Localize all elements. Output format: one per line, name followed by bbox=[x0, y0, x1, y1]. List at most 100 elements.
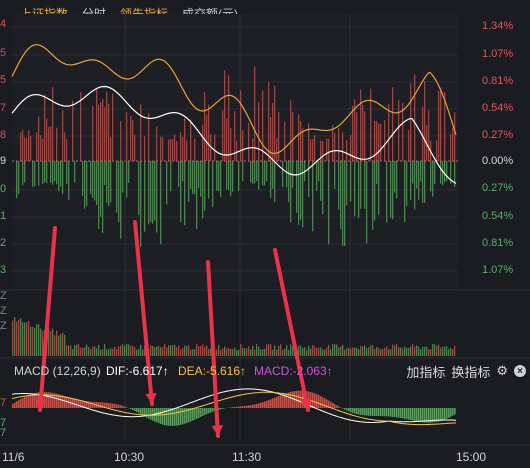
macd-up-bar bbox=[334, 404, 336, 408]
macd-up-bar bbox=[278, 396, 280, 408]
macd-title[interactable]: MACD (12,26,9) bbox=[14, 364, 101, 378]
annotation-arrows bbox=[35, 220, 312, 438]
macd-up-bar bbox=[272, 398, 274, 408]
down-bar bbox=[228, 161, 230, 190]
macd-down-bar bbox=[348, 408, 350, 412]
up-bar bbox=[388, 103, 390, 161]
macd-up-bar bbox=[52, 392, 54, 408]
macd-down-bar bbox=[452, 408, 454, 416]
time-axis-label: 15:00 bbox=[456, 450, 487, 464]
up-bar bbox=[184, 118, 186, 161]
macd-down-bar bbox=[442, 408, 444, 421]
down-bar bbox=[32, 161, 34, 187]
volume-bar bbox=[436, 345, 438, 356]
down-bar bbox=[282, 161, 284, 188]
volume-bar bbox=[178, 345, 180, 356]
macd-down-bar bbox=[430, 408, 432, 423]
volume-bar bbox=[420, 349, 422, 356]
close-icon[interactable]: × bbox=[514, 365, 526, 377]
volume-bar bbox=[156, 346, 158, 356]
up-bar bbox=[42, 138, 44, 161]
volume-bar bbox=[408, 347, 410, 356]
dif-line bbox=[11, 388, 457, 423]
up-bar bbox=[72, 100, 74, 161]
macd-up-bar bbox=[32, 393, 34, 408]
volume-bar bbox=[306, 349, 308, 356]
down-bar bbox=[188, 161, 190, 202]
down-bar bbox=[166, 161, 168, 205]
volume-bar bbox=[204, 346, 206, 356]
macd-down-bar bbox=[450, 408, 452, 417]
volume-bar bbox=[102, 349, 104, 356]
up-bar bbox=[50, 125, 52, 161]
down-bar bbox=[256, 161, 258, 182]
volume-bar bbox=[168, 345, 170, 356]
gear-icon[interactable]: ⚙ bbox=[496, 363, 508, 378]
time-axis-label: 11:30 bbox=[232, 450, 262, 464]
macd-up-bar bbox=[102, 402, 104, 408]
up-bar bbox=[40, 135, 42, 161]
volume-bar bbox=[116, 348, 118, 356]
volume-bar bbox=[32, 326, 34, 356]
down-bar bbox=[82, 161, 84, 196]
volume-bar bbox=[22, 322, 24, 356]
macd-down-bar bbox=[212, 408, 214, 412]
volume-bar bbox=[432, 344, 434, 356]
up-bar bbox=[222, 110, 224, 161]
volume-bar bbox=[316, 347, 318, 356]
down-bar bbox=[208, 161, 210, 199]
macd-up-bar bbox=[104, 402, 106, 408]
down-bar bbox=[194, 161, 196, 195]
volume-bar bbox=[60, 334, 62, 356]
volume-bar bbox=[118, 346, 120, 356]
down-bar bbox=[178, 161, 180, 188]
annotation-arrow-head bbox=[145, 392, 157, 404]
down-bar bbox=[100, 161, 102, 217]
up-bar bbox=[162, 137, 164, 161]
left-axis-label: 3 bbox=[0, 264, 7, 276]
macd-down-bar bbox=[408, 408, 410, 420]
down-bar bbox=[312, 161, 314, 232]
macd-down-bar bbox=[434, 408, 436, 423]
volume-bar bbox=[50, 330, 52, 356]
macd-up-bar bbox=[112, 403, 114, 408]
down-bar bbox=[144, 161, 146, 232]
dea-label: DEA:-5.616 bbox=[178, 364, 241, 378]
up-bar bbox=[270, 116, 272, 161]
volume-bar bbox=[454, 345, 456, 356]
macd-axis-label: 7 bbox=[0, 417, 7, 429]
up-bar bbox=[66, 139, 68, 161]
macd-up-bar bbox=[56, 393, 58, 408]
up-bar bbox=[454, 111, 456, 161]
volume-bar bbox=[208, 348, 210, 356]
macd-down-bar bbox=[426, 408, 428, 423]
switch-indicator-button[interactable]: 换指标 bbox=[451, 364, 491, 380]
up-bar bbox=[332, 125, 334, 161]
volume-bar bbox=[188, 345, 190, 356]
price-lines bbox=[11, 44, 457, 184]
up-bar bbox=[36, 132, 38, 161]
volume-bar bbox=[392, 344, 394, 356]
left-axis-label: 2 bbox=[0, 237, 7, 249]
up-bar bbox=[314, 134, 316, 161]
volume-bar bbox=[378, 347, 380, 356]
up-bar bbox=[362, 104, 364, 161]
add-indicator-button[interactable]: 加指标 bbox=[406, 364, 446, 380]
volume-bar bbox=[332, 344, 334, 356]
up-bar bbox=[272, 102, 274, 161]
left-axis-label: 4 bbox=[0, 18, 7, 30]
down-bar bbox=[394, 161, 396, 193]
macd-up-bar bbox=[122, 405, 124, 408]
volume-bar bbox=[92, 346, 94, 356]
volume-bar bbox=[172, 345, 174, 356]
up-bar bbox=[334, 132, 336, 161]
up-bar bbox=[414, 74, 416, 161]
macd-down-bar bbox=[166, 408, 168, 426]
down-bar bbox=[242, 161, 244, 182]
down-bar bbox=[320, 161, 322, 201]
up-bar bbox=[370, 88, 372, 161]
volume-bar bbox=[244, 348, 246, 356]
macd-down-bar bbox=[412, 408, 414, 421]
macd-down-bar bbox=[204, 408, 206, 416]
